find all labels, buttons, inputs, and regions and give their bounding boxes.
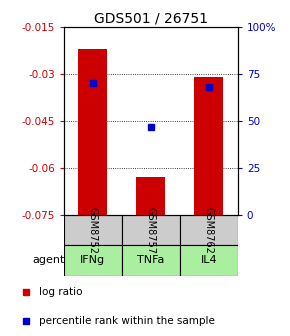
Text: percentile rank within the sample: percentile rank within the sample [39, 316, 215, 326]
Bar [122, 245, 180, 276]
Bar [122, 215, 180, 245]
Text: IL4: IL4 [200, 255, 217, 265]
Bar [136, 177, 165, 215]
Bar [78, 49, 107, 215]
Bar [194, 77, 223, 215]
Text: IFNg: IFNg [80, 255, 105, 265]
Text: log ratio: log ratio [39, 287, 83, 297]
Text: agent: agent [32, 255, 65, 265]
Bar [64, 245, 122, 276]
Bar [180, 215, 238, 245]
Bar [64, 215, 122, 245]
Title: GDS501 / 26751: GDS501 / 26751 [94, 12, 208, 26]
Text: GSM8762: GSM8762 [204, 207, 214, 254]
Text: GSM8752: GSM8752 [88, 207, 98, 254]
Text: GSM8757: GSM8757 [146, 207, 156, 254]
Text: TNFa: TNFa [137, 255, 164, 265]
Bar [180, 245, 238, 276]
